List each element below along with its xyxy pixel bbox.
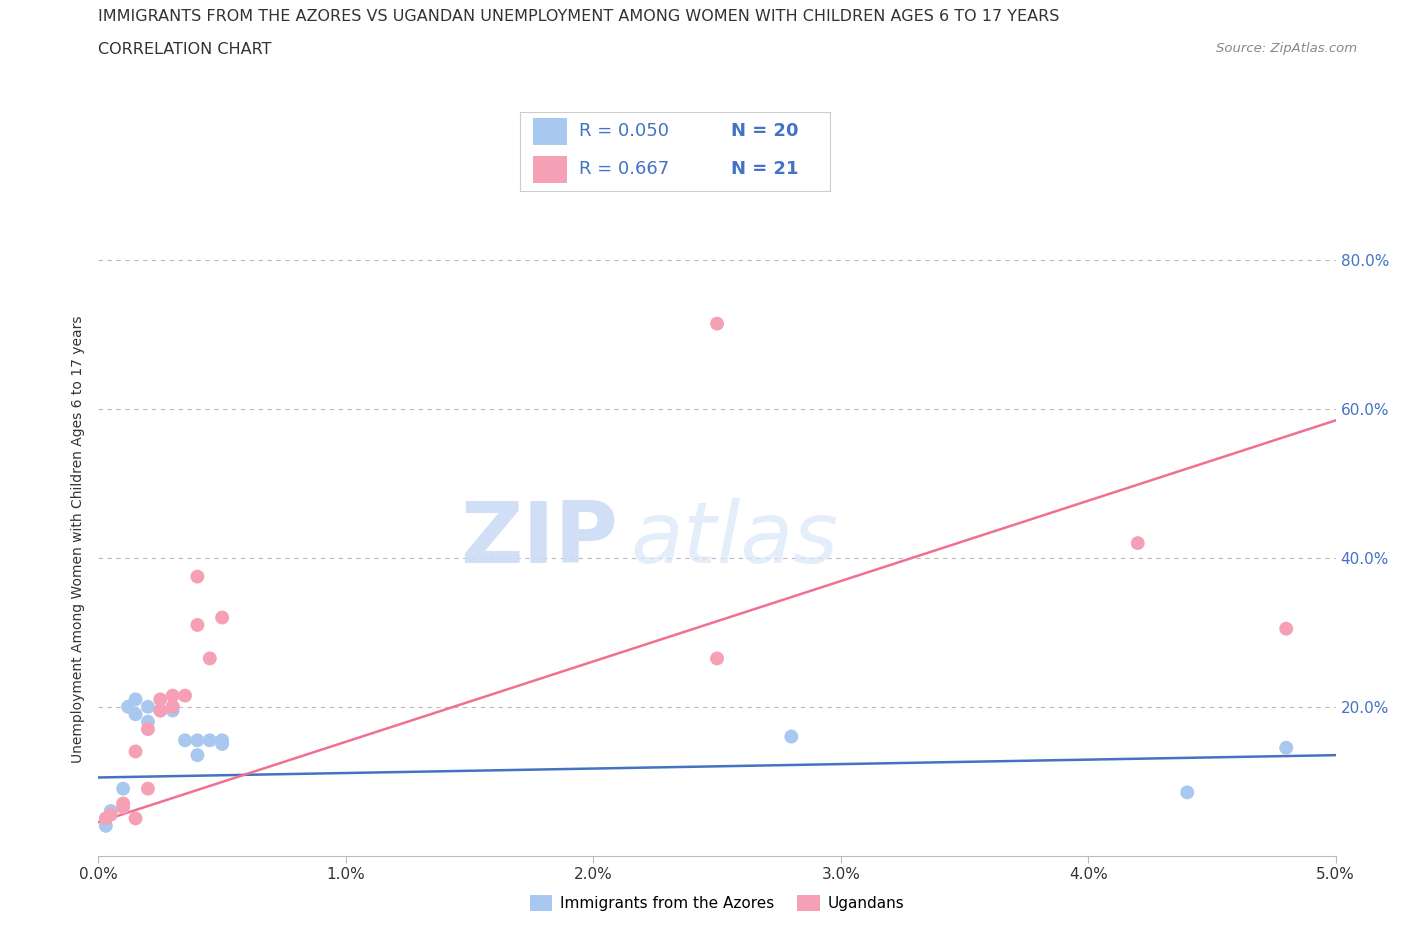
- Y-axis label: Unemployment Among Women with Children Ages 6 to 17 years: Unemployment Among Women with Children A…: [72, 315, 86, 764]
- Point: [136, 714, 159, 729]
- Point: [112, 800, 135, 815]
- Point: [124, 707, 146, 722]
- Text: Source: ZipAtlas.com: Source: ZipAtlas.com: [1216, 42, 1357, 55]
- Text: ZIP: ZIP: [460, 498, 619, 581]
- Text: R = 0.050: R = 0.050: [579, 122, 669, 140]
- Point: [94, 818, 117, 833]
- Point: [162, 699, 184, 714]
- Text: R = 0.667: R = 0.667: [579, 160, 669, 178]
- Point: [136, 781, 159, 796]
- FancyBboxPatch shape: [533, 156, 567, 182]
- Point: [198, 733, 221, 748]
- Point: [1126, 536, 1149, 551]
- Legend: Immigrants from the Azores, Ugandans: Immigrants from the Azores, Ugandans: [523, 889, 911, 918]
- Point: [117, 699, 139, 714]
- Point: [112, 796, 135, 811]
- Point: [100, 807, 122, 822]
- Point: [706, 651, 728, 666]
- Text: atlas: atlas: [630, 498, 838, 581]
- Point: [706, 316, 728, 331]
- Point: [162, 703, 184, 718]
- Point: [149, 692, 172, 707]
- Point: [1275, 740, 1298, 755]
- Point: [780, 729, 803, 744]
- Point: [149, 703, 172, 718]
- Text: N = 21: N = 21: [731, 160, 799, 178]
- Point: [174, 688, 197, 703]
- Point: [186, 618, 208, 632]
- Point: [211, 733, 233, 748]
- Point: [1175, 785, 1198, 800]
- Text: CORRELATION CHART: CORRELATION CHART: [98, 42, 271, 57]
- Point: [174, 733, 197, 748]
- Point: [112, 781, 135, 796]
- Point: [211, 737, 233, 751]
- Point: [136, 699, 159, 714]
- Text: IMMIGRANTS FROM THE AZORES VS UGANDAN UNEMPLOYMENT AMONG WOMEN WITH CHILDREN AGE: IMMIGRANTS FROM THE AZORES VS UGANDAN UN…: [98, 9, 1060, 24]
- Point: [186, 748, 208, 763]
- Point: [186, 733, 208, 748]
- Text: N = 20: N = 20: [731, 122, 799, 140]
- Point: [162, 688, 184, 703]
- Point: [198, 651, 221, 666]
- Point: [149, 703, 172, 718]
- Point: [162, 699, 184, 714]
- FancyBboxPatch shape: [533, 118, 567, 145]
- Point: [124, 744, 146, 759]
- Point: [136, 722, 159, 737]
- Point: [100, 804, 122, 818]
- Point: [186, 569, 208, 584]
- Point: [211, 610, 233, 625]
- Point: [124, 692, 146, 707]
- Point: [124, 811, 146, 826]
- Point: [94, 811, 117, 826]
- Point: [1275, 621, 1298, 636]
